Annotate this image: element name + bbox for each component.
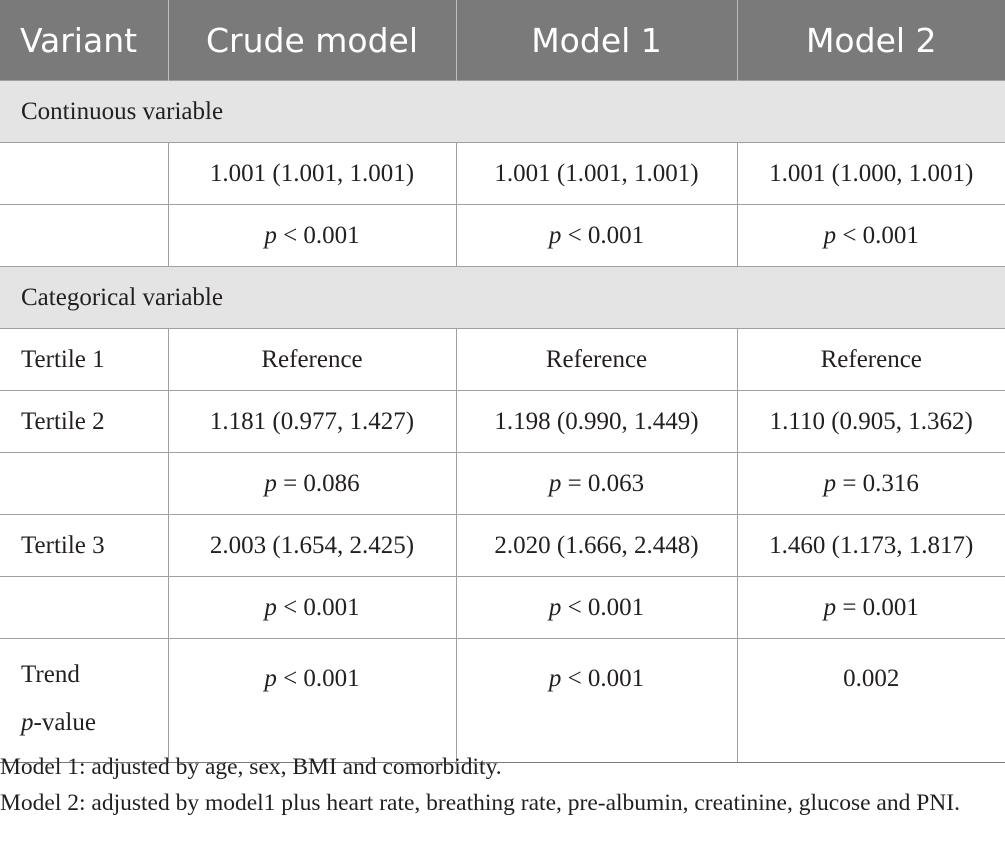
row-label: Tertile 3 [0, 514, 169, 577]
cell-crude: p < 0.001 [167, 638, 457, 763]
p-symbol: p [264, 221, 277, 249]
p-value: < 0.001 [842, 221, 919, 249]
table-row: p < 0.001 p < 0.001 p < 0.001 [0, 204, 1005, 267]
cell-model-2: 1.001 (1.000, 1.001) [736, 142, 1005, 205]
header-model-1: Model 1 [455, 0, 738, 81]
cell-crude: p = 0.086 [167, 452, 457, 515]
table-row: 1.001 (1.001, 1.001) 1.001 (1.001, 1.001… [0, 142, 1005, 205]
p-symbol: p [823, 221, 837, 249]
p-symbol: p [823, 469, 837, 497]
row-label [0, 204, 169, 267]
p-value: < 0.001 [283, 221, 360, 249]
header-crude-model: Crude model [167, 0, 457, 81]
cell-crude: 1.001 (1.001, 1.001) [167, 142, 457, 205]
row-label [0, 452, 169, 515]
section-title: Continuous variable [0, 80, 1005, 143]
p-value: < 0.001 [283, 665, 360, 692]
p-symbol: p [823, 593, 837, 621]
row-label [0, 576, 169, 639]
cell-crude: Reference [167, 328, 457, 391]
cell-model-1: Reference [455, 328, 738, 391]
p-symbol: p [264, 469, 277, 497]
cell-model-1: p < 0.001 [455, 204, 738, 267]
row-label: Tertile 1 [0, 328, 169, 391]
header-model-2: Model 2 [736, 0, 1005, 81]
trend-label: Trend p-value [0, 638, 169, 763]
row-label: Tertile 2 [0, 390, 169, 453]
cell-model-2: 1.110 (0.905, 1.362) [736, 390, 1005, 453]
cell-model-2: 1.460 (1.173, 1.817) [736, 514, 1005, 577]
footnote-model-2: Model 2: adjusted by model1 plus heart r… [0, 790, 960, 816]
cell-crude: p < 0.001 [167, 204, 457, 267]
p-value: = 0.063 [567, 469, 645, 497]
cell-crude: 1.181 (0.977, 1.427) [167, 390, 457, 453]
p-value: = 0.086 [283, 469, 360, 497]
cell-model-1: 2.020 (1.666, 2.448) [455, 514, 738, 577]
footnote-model-1: Model 1: adjusted by age, sex, BMI and c… [0, 754, 502, 780]
cell-crude: p < 0.001 [167, 576, 457, 639]
p-symbol: p [21, 709, 34, 736]
cell-model-1: 1.001 (1.001, 1.001) [455, 142, 738, 205]
cell-model-1: 1.198 (0.990, 1.449) [455, 390, 738, 453]
p-value: < 0.001 [567, 221, 645, 249]
p-symbol: p [548, 665, 562, 692]
p-symbol: p [548, 593, 562, 621]
table-footnotes: Model 1: adjusted by age, sex, BMI and c… [0, 749, 1005, 821]
section-row-categorical: Categorical variable [0, 266, 1005, 329]
cell-model-2: p = 0.316 [736, 452, 1005, 515]
table-row: Tertile 2 1.181 (0.977, 1.427) 1.198 (0.… [0, 390, 1005, 453]
section-row-continuous: Continuous variable [0, 80, 1005, 143]
cell-model-2: p = 0.001 [736, 576, 1005, 639]
cell-model-2: p < 0.001 [736, 204, 1005, 267]
cell-model-1: p < 0.001 [455, 576, 738, 639]
header-variant: Variant [0, 0, 169, 81]
row-label [0, 142, 169, 205]
p-value: < 0.001 [283, 593, 360, 621]
cell-model-1: p < 0.001 [455, 638, 738, 763]
cell-crude: 2.003 (1.654, 2.425) [167, 514, 457, 577]
cell-model-2: 0.002 [736, 638, 1005, 763]
header-row: Variant Crude model Model 1 Model 2 [0, 0, 1005, 81]
cell-model-1: p = 0.063 [455, 452, 738, 515]
p-value: = 0.001 [842, 593, 919, 621]
trend-label-line1: Trend [21, 661, 80, 688]
p-symbol: p [264, 665, 277, 692]
p-symbol: p [548, 469, 562, 497]
table-row: Tertile 1 Reference Reference Reference [0, 328, 1005, 391]
cell-model-2: Reference [736, 328, 1005, 391]
trend-label-line2: -value [33, 709, 96, 736]
table-row: p < 0.001 p < 0.001 p = 0.001 [0, 576, 1005, 639]
table-row: Tertile 3 2.003 (1.654, 2.425) 2.020 (1.… [0, 514, 1005, 577]
p-value: < 0.001 [567, 665, 645, 692]
table-row: p = 0.086 p = 0.063 p = 0.316 [0, 452, 1005, 515]
section-title: Categorical variable [0, 266, 1005, 329]
results-table: Variant Crude model Model 1 Model 2 Cont… [0, 0, 1005, 763]
p-symbol: p [264, 593, 277, 621]
p-symbol: p [548, 221, 562, 249]
table-row-trend: Trend p-value p < 0.001 p < 0.001 0.002 [0, 638, 1005, 763]
p-value: = 0.316 [842, 469, 919, 497]
p-value: < 0.001 [567, 593, 645, 621]
